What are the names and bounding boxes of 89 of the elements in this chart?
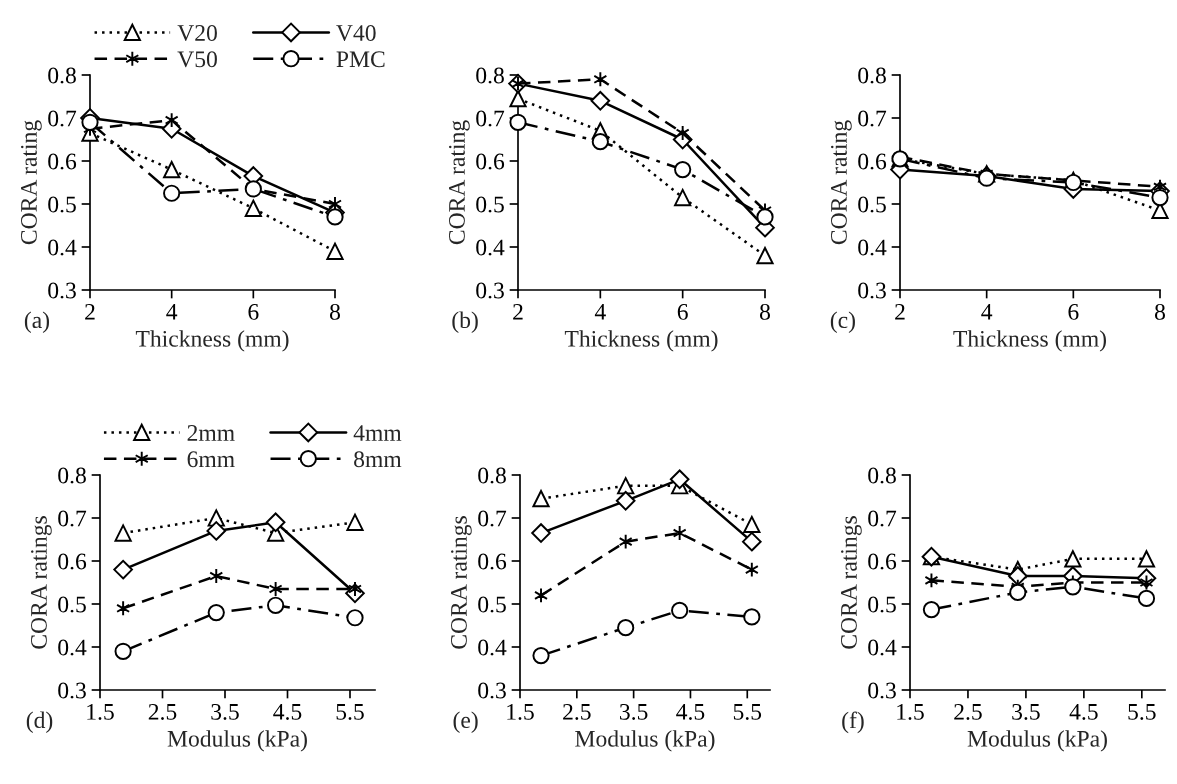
y-tick-label: 0.8 — [858, 67, 886, 84]
legend-label: 2mm — [187, 425, 235, 441]
x-tick-label: 4 — [166, 304, 178, 320]
x-tick-label: 3.5 — [620, 703, 648, 720]
y-axis-title: CORA ratings — [841, 516, 862, 649]
y-tick-label: 0.6 — [858, 153, 887, 170]
y-tick-label: 0.7 — [478, 510, 507, 527]
y-tick-label: 0.5 — [478, 596, 506, 613]
x-tick-label: 4.5 — [676, 704, 705, 720]
legend-label: 6mm — [187, 451, 235, 468]
x-tick-label: 8 — [1155, 303, 1165, 320]
y-tick-label: 0.4 — [868, 639, 897, 656]
y-tick-label: 0.6 — [476, 153, 505, 170]
y-tick-label: 0.5 — [476, 196, 504, 213]
y-tick-label: 0.7 — [476, 110, 505, 127]
x-tick-label: 3.5 — [1012, 703, 1040, 720]
y-tick-label: 0.3 — [478, 682, 506, 699]
x-tick-label: 5.5 — [336, 704, 364, 720]
y-tick-label: 0.4 — [476, 239, 505, 256]
y-tick-label: 0.3 — [48, 282, 76, 299]
y-axis-title: CORA ratings — [451, 516, 472, 649]
x-tick-label: 4.5 — [273, 704, 302, 720]
y-tick-label: 0.8 — [48, 67, 76, 84]
text: (b) — [452, 311, 478, 333]
x-tick-label: 5.5 — [1128, 704, 1156, 720]
x-tick-label: 4.5 — [1069, 704, 1098, 720]
x-tick-label: 6 — [677, 303, 688, 320]
legend-label: 4mm — [353, 425, 402, 441]
x-axis-title: Modulus (kPa) — [167, 730, 307, 752]
y-axis-title: CORA rating — [21, 120, 42, 245]
y-tick-label: 0.7 — [868, 510, 897, 527]
text: (f) — [842, 711, 864, 734]
y-tick-label: 0.3 — [58, 682, 86, 699]
legend-label: V40 — [336, 25, 376, 42]
x-tick-label: 6 — [1068, 303, 1079, 320]
x-tick-label: 2.5 — [954, 703, 982, 720]
x-tick-label: 2 — [85, 303, 95, 320]
x-axis-title: Thickness (mm) — [135, 330, 289, 352]
y-tick-label: 0.8 — [476, 67, 504, 84]
y-tick-label: 0.4 — [478, 639, 507, 656]
y-tick-label: 0.6 — [58, 553, 87, 570]
x-tick-label: 6 — [248, 303, 259, 320]
legend-label: V50 — [177, 51, 217, 68]
y-tick-label: 0.8 — [478, 467, 506, 484]
y-tick-label: 0.4 — [58, 639, 87, 656]
x-tick-label: 4 — [594, 304, 606, 320]
text: (c) — [830, 311, 855, 333]
x-axis-title: Modulus (kPa) — [575, 730, 715, 752]
legend-label: V20 — [177, 25, 217, 42]
x-tick-label: 5.5 — [733, 704, 762, 720]
legend-label: 8mm — [354, 451, 402, 468]
y-tick-label: 0.6 — [478, 553, 507, 570]
x-tick-label: 2 — [895, 303, 905, 320]
y-axis-title: CORA rating — [449, 120, 470, 245]
x-axis-title: Thickness (mm) — [564, 330, 718, 352]
y-tick-label: 0.5 — [48, 196, 76, 213]
x-tick-label: 2 — [513, 303, 523, 320]
y-tick-label: 0.4 — [858, 239, 887, 256]
y-tick-label: 0.8 — [58, 467, 86, 484]
x-tick-label: 1.5 — [897, 703, 924, 720]
text: (e) — [453, 711, 478, 733]
y-tick-label: 0.5 — [868, 596, 896, 613]
x-tick-label: 2.5 — [148, 703, 177, 720]
y-tick-label: 0.3 — [858, 282, 886, 299]
y-tick-label: 0.7 — [858, 110, 887, 127]
x-tick-label: 8 — [330, 303, 340, 320]
x-axis-title: Thickness (mm) — [953, 330, 1107, 352]
y-axis-title: CORA rating — [831, 120, 852, 245]
y-tick-label: 0.7 — [48, 110, 77, 127]
y-tick-label: 0.4 — [48, 239, 77, 256]
y-tick-label: 0.6 — [868, 553, 897, 570]
x-tick-label: 2.5 — [563, 703, 591, 720]
y-tick-label: 0.3 — [868, 682, 896, 699]
text: (d) — [26, 711, 53, 733]
y-tick-label: 0.6 — [48, 153, 77, 170]
x-tick-label: 3.5 — [211, 703, 239, 720]
y-tick-label: 0.8 — [868, 467, 896, 484]
y-tick-label: 0.5 — [858, 196, 886, 213]
legend-label: PMC — [336, 51, 385, 68]
y-tick-label: 0.5 — [58, 596, 86, 613]
y-axis-title: CORA ratings — [31, 516, 52, 649]
text: (a) — [24, 311, 50, 333]
y-tick-label: 0.7 — [58, 510, 87, 527]
x-tick-label: 4 — [981, 304, 993, 320]
y-tick-label: 0.3 — [476, 282, 504, 299]
x-tick-label: 8 — [760, 303, 770, 320]
x-tick-label: 1.5 — [507, 703, 534, 720]
x-axis-title: Modulus (kPa) — [967, 730, 1107, 752]
x-tick-label: 1.5 — [87, 703, 114, 720]
